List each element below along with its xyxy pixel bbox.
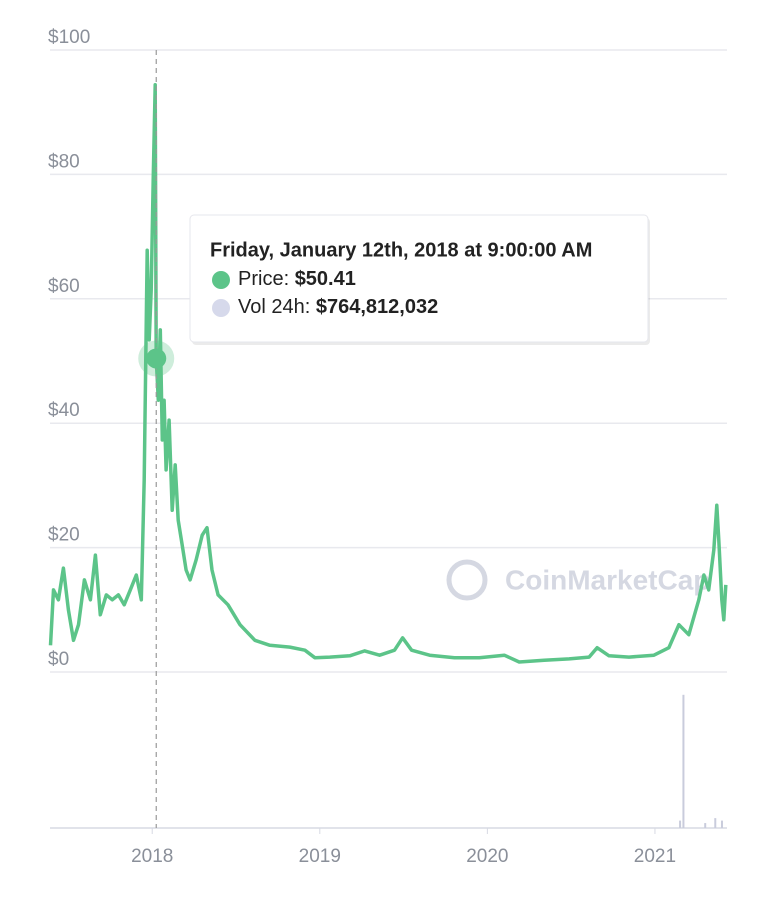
tooltip: Friday, January 12th, 2018 at 9:00:00 AM… xyxy=(138,50,650,828)
tooltip-box xyxy=(189,214,649,343)
grid: $0 $20 $40 $60 $80 $100 2018 2019 2020 2021 CoinMa… xyxy=(48,27,727,867)
y-tick-label: $100 xyxy=(48,27,90,48)
x-tick-label: 2018 xyxy=(131,846,173,867)
volume-bar xyxy=(679,820,682,828)
tooltip-title: Friday, January 12th, 2018 at 9:00:00 AM xyxy=(210,239,592,261)
tooltip-label: Price: xyxy=(238,268,289,290)
watermark: CoinMarketCap xyxy=(505,564,710,595)
plot xyxy=(48,83,728,828)
tooltip-value: $50.41 xyxy=(295,268,356,290)
price-line xyxy=(48,83,728,664)
volume-bar xyxy=(704,823,707,828)
tooltip-value: $764,812,032 xyxy=(316,296,438,318)
y-tick-label: $60 xyxy=(48,276,80,297)
hover-point xyxy=(146,348,167,369)
tooltip-swatch xyxy=(212,299,230,317)
watermark-logo xyxy=(446,559,488,601)
tooltip-row: Price: $50.41 xyxy=(238,268,356,290)
x-tick-label: 2019 xyxy=(299,846,341,867)
y-tick-label: $80 xyxy=(48,151,80,172)
y-tick-label: $20 xyxy=(48,525,80,546)
y-tick-label: $40 xyxy=(48,400,80,421)
tooltip-label: Vol 24h: xyxy=(238,296,310,318)
volume-bar xyxy=(720,820,723,828)
x-tick-label: 2021 xyxy=(634,846,676,867)
x-tick-label: 2020 xyxy=(466,846,508,867)
tooltip-swatch xyxy=(212,271,230,289)
tooltip-row: Vol 24h: $764,812,032 xyxy=(238,296,438,318)
y-tick-label: $0 xyxy=(48,649,69,670)
volume-bar xyxy=(714,818,717,828)
volume-bar xyxy=(682,694,685,828)
logo-ring xyxy=(446,559,488,601)
